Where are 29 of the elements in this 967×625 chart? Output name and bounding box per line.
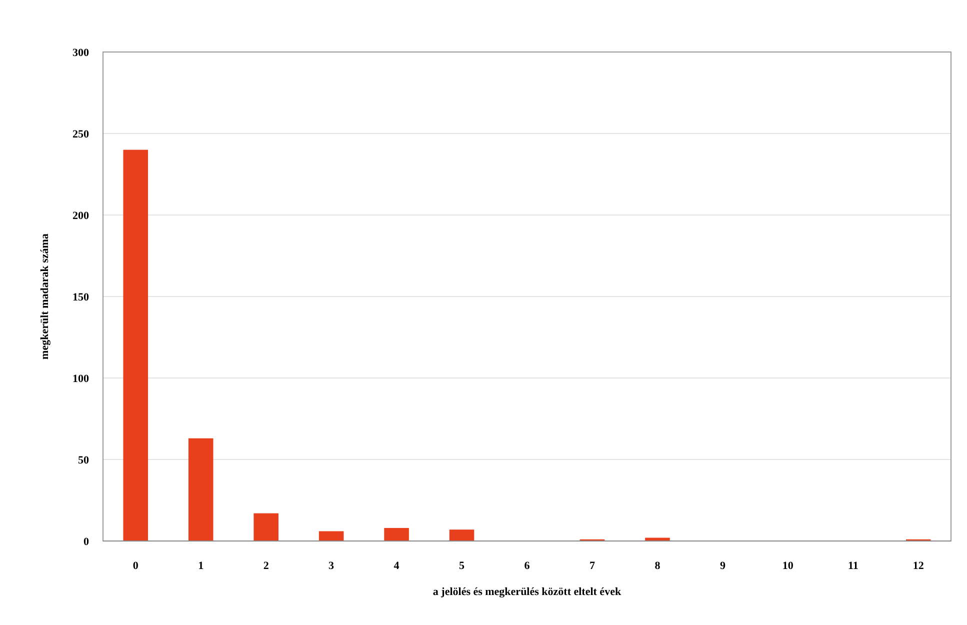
y-tick-label: 300 — [72, 46, 90, 59]
y-tick-label: 250 — [72, 128, 90, 140]
bar — [123, 150, 148, 541]
bar — [188, 438, 214, 541]
x-tick-label: 1 — [198, 560, 204, 572]
bar — [449, 530, 474, 541]
x-tick-label: 5 — [459, 560, 466, 572]
x-tick-label: 0 — [132, 560, 139, 572]
x-tick-label: 8 — [654, 560, 661, 572]
y-tick-label: 200 — [72, 210, 90, 222]
x-tick-label: 9 — [720, 560, 726, 572]
y-tick-label: 0 — [84, 536, 90, 548]
bar — [254, 513, 278, 541]
x-tick-label: 7 — [589, 560, 596, 572]
y-tick-label: 100 — [72, 372, 90, 385]
y-tick-label: 150 — [72, 291, 90, 304]
x-tick-label: 3 — [328, 560, 335, 572]
bar — [318, 531, 344, 541]
x-tick-label: 6 — [524, 560, 530, 572]
x-tick-label: 4 — [394, 560, 400, 572]
bar — [384, 528, 409, 541]
y-axis-title: megkerült madarak száma — [39, 233, 51, 360]
x-tick-label: 11 — [848, 560, 858, 572]
bar — [645, 538, 670, 541]
x-tick-label: 2 — [263, 560, 270, 572]
x-axis-title: a jelölés és megkerülés között eltelt évek — [432, 586, 622, 598]
y-tick-label: 50 — [78, 454, 90, 466]
x-tick-label: 10 — [782, 560, 794, 572]
x-tick-label: 12 — [912, 560, 924, 572]
